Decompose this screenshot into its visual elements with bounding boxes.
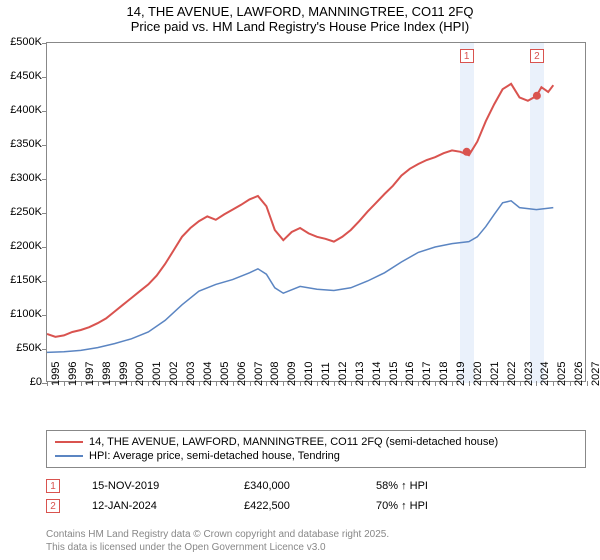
y-tick-label: £200K	[10, 240, 42, 252]
x-tick-label: 2021	[489, 362, 501, 386]
x-tick-label: 1997	[84, 362, 96, 386]
x-tick-label: 2016	[404, 362, 416, 386]
legend-swatch-hpi	[55, 455, 83, 457]
x-tick-label: 2002	[168, 362, 180, 386]
chart-title-line2: Price paid vs. HM Land Registry's House …	[0, 19, 600, 34]
x-tick-label: 2025	[556, 362, 568, 386]
x-tick-label: 2019	[455, 362, 467, 386]
y-tick-label: £350K	[10, 138, 42, 150]
x-tick-label: 2026	[573, 362, 585, 386]
x-tick-label: 2014	[371, 362, 383, 386]
x-tick-label: 2012	[337, 362, 349, 386]
footer: Contains HM Land Registry data © Crown c…	[46, 528, 389, 554]
sale-marker-icon: 2	[46, 499, 60, 513]
sale-hpi-delta: 70% ↑ HPI	[376, 500, 496, 512]
legend-label-price: 14, THE AVENUE, LAWFORD, MANNINGTREE, CO…	[89, 436, 498, 448]
sale-date: 15-NOV-2019	[92, 480, 212, 492]
sale-point	[533, 92, 541, 100]
x-tick-label: 2017	[421, 362, 433, 386]
x-tick-label: 1998	[101, 362, 113, 386]
y-tick-label: £100K	[10, 308, 42, 320]
x-tick-label: 2020	[472, 362, 484, 386]
legend: 14, THE AVENUE, LAWFORD, MANNINGTREE, CO…	[46, 430, 586, 468]
legend-swatch-price	[55, 441, 83, 443]
sale-marker-box: 2	[530, 49, 544, 63]
sales-table: 1 15-NOV-2019 £340,000 58% ↑ HPI 2 12-JA…	[46, 476, 586, 516]
x-tick-label: 2000	[134, 362, 146, 386]
x-tick-label: 1999	[118, 362, 130, 386]
y-tick-label: £500K	[10, 36, 42, 48]
x-tick-label: 2001	[151, 362, 163, 386]
legend-label-hpi: HPI: Average price, semi-detached house,…	[89, 450, 340, 462]
y-tick-label: £300K	[10, 172, 42, 184]
x-tick-label: 2024	[539, 362, 551, 386]
legend-item-price: 14, THE AVENUE, LAWFORD, MANNINGTREE, CO…	[55, 435, 577, 449]
series-line-hpi	[47, 201, 553, 353]
plot-area: 12	[46, 42, 586, 382]
x-tick-label: 2022	[506, 362, 518, 386]
footer-line1: Contains HM Land Registry data © Crown c…	[46, 528, 389, 541]
plot-svg	[47, 43, 587, 383]
x-tick-label: 1996	[67, 362, 79, 386]
legend-item-hpi: HPI: Average price, semi-detached house,…	[55, 449, 577, 463]
chart-area: 12 £0£50K£100K£150K£200K£250K£300K£350K£…	[46, 42, 586, 402]
x-tick-label: 2027	[590, 362, 600, 386]
y-tick-label: £400K	[10, 104, 42, 116]
sale-row: 1 15-NOV-2019 £340,000 58% ↑ HPI	[46, 476, 586, 496]
y-tick-label: £50K	[16, 342, 42, 354]
x-tick-label: 2018	[438, 362, 450, 386]
y-tick-label: £0	[30, 376, 42, 388]
y-tick-label: £450K	[10, 70, 42, 82]
sale-marker-box: 1	[460, 49, 474, 63]
footer-line2: This data is licensed under the Open Gov…	[46, 541, 389, 554]
x-tick-label: 2010	[303, 362, 315, 386]
sale-point	[463, 148, 471, 156]
chart-title-line1: 14, THE AVENUE, LAWFORD, MANNINGTREE, CO…	[0, 4, 600, 19]
x-tick-label: 2023	[523, 362, 535, 386]
y-tick-label: £150K	[10, 274, 42, 286]
sale-date: 12-JAN-2024	[92, 500, 212, 512]
x-tick-label: 1995	[50, 362, 62, 386]
sale-row: 2 12-JAN-2024 £422,500 70% ↑ HPI	[46, 496, 586, 516]
x-tick-label: 2003	[185, 362, 197, 386]
x-tick-label: 2015	[388, 362, 400, 386]
sale-marker-icon: 1	[46, 479, 60, 493]
x-tick-label: 2005	[219, 362, 231, 386]
x-tick-label: 2006	[236, 362, 248, 386]
sale-hpi-delta: 58% ↑ HPI	[376, 480, 496, 492]
x-tick-label: 2013	[354, 362, 366, 386]
x-tick-label: 2007	[253, 362, 265, 386]
x-tick-label: 2004	[202, 362, 214, 386]
series-line-price_paid	[47, 84, 553, 337]
sale-price: £340,000	[244, 480, 344, 492]
sale-price: £422,500	[244, 500, 344, 512]
y-tick-label: £250K	[10, 206, 42, 218]
x-tick-label: 2008	[269, 362, 281, 386]
x-tick-label: 2011	[320, 362, 332, 386]
x-tick-label: 2009	[286, 362, 298, 386]
